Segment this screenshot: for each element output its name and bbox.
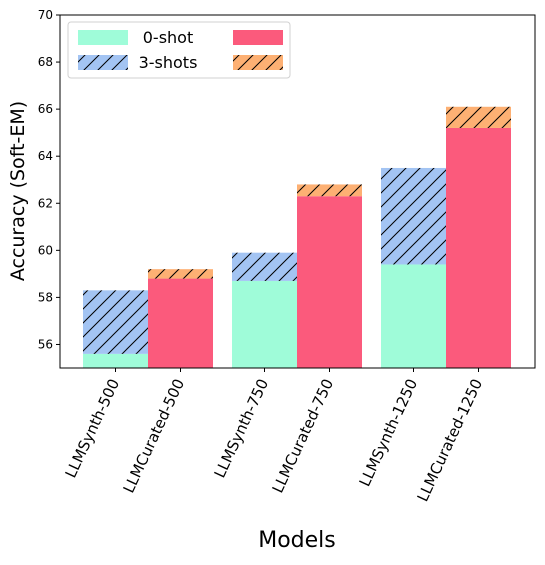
bar-segment (297, 196, 362, 368)
x-tick-label: LLMSynth-500 (62, 376, 124, 481)
x-tick-label: LLMSynth-1250 (356, 376, 422, 489)
legend-swatch (233, 55, 283, 70)
bar-segment (446, 127, 511, 369)
bar-segment (83, 353, 148, 368)
legend-swatch (78, 55, 128, 70)
bar-segment (297, 184, 362, 197)
x-tick-label: LLMCurated-1250 (414, 376, 487, 504)
bar-segment (446, 106, 511, 128)
x-tick-label: LLMCurated-500 (120, 376, 189, 496)
legend-swatch (233, 30, 283, 45)
bar-segment (83, 290, 148, 354)
x-tick-label: LLMCurated-750 (269, 376, 338, 496)
y-tick-label: 58 (38, 290, 53, 304)
y-tick-label: 64 (38, 149, 53, 163)
bar-segment (381, 167, 446, 265)
y-axis-label: Accuracy (Soft-EM) (7, 101, 29, 281)
y-tick-label: 56 (38, 337, 53, 351)
axes-frame (59, 14, 536, 369)
y-tick-label: 60 (38, 243, 53, 257)
bar-segment (148, 278, 213, 368)
bar-segment (232, 280, 297, 368)
legend-label: 3-shots (139, 53, 198, 72)
bar-segment (381, 264, 446, 368)
x-tick-label: LLMSynth-750 (211, 376, 273, 481)
bar-segment (148, 269, 213, 279)
x-axis-label: Models (258, 528, 336, 553)
legend-swatch (78, 30, 128, 45)
y-tick-label: 66 (38, 102, 53, 116)
bar-segment (232, 252, 297, 281)
y-tick-label: 70 (38, 8, 53, 22)
y-tick-label: 68 (38, 55, 53, 69)
legend-label: 0-shot (143, 28, 194, 47)
y-tick-label: 62 (38, 196, 53, 210)
